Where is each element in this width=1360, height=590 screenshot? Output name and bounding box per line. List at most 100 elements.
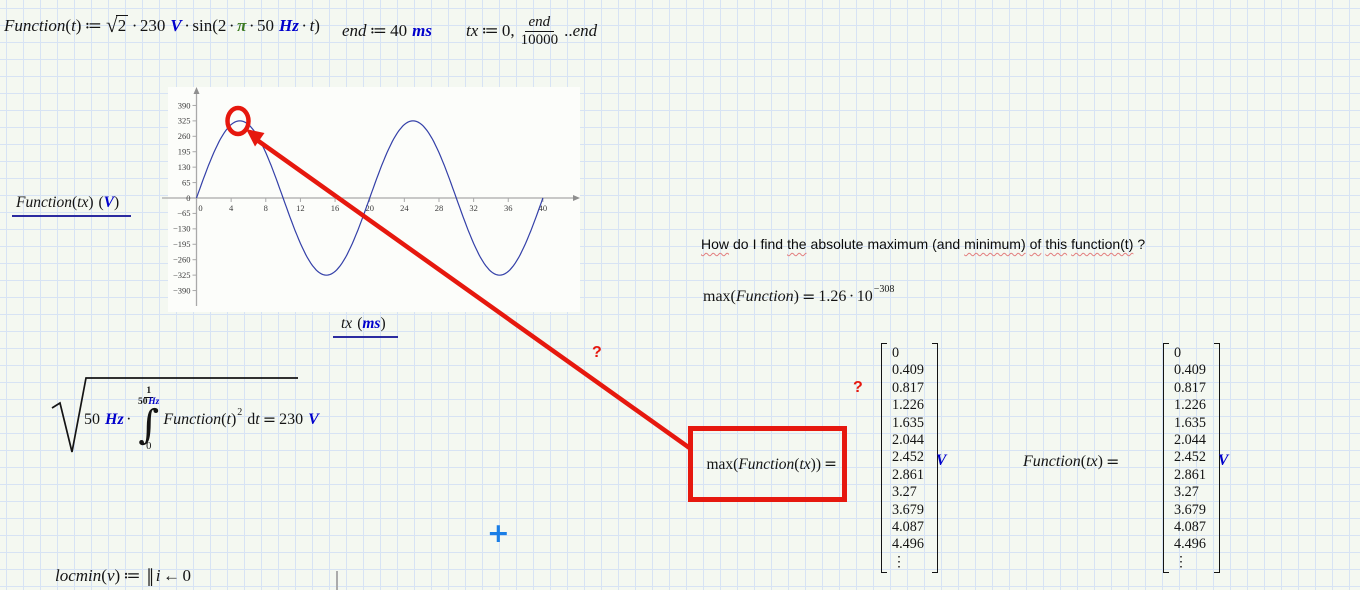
result-matrix-left[interactable]: 0 0.409 0.817 1.226 1.635 2.044 2.452 2.861 3.27… <box>881 343 938 574</box>
unit-token: V <box>103 194 115 211</box>
matrix-cell: ⋮ <box>892 553 907 570</box>
question-word: this <box>1045 236 1068 252</box>
math-token: 230 <box>279 410 304 428</box>
math-token: t <box>309 15 315 35</box>
unit-token: V <box>308 410 319 428</box>
y-tick-label: 130 <box>178 162 191 172</box>
matrix-cell: 4.087 <box>1174 518 1206 535</box>
math-token: ( <box>1080 452 1087 470</box>
matrix-cell: 4.496 <box>892 536 924 553</box>
y-tick-label: 195 <box>178 147 191 157</box>
math-token: max <box>703 287 731 305</box>
equation-range-definition[interactable]: tx ≔ 0, end 10000.. end <box>466 9 597 53</box>
y-tick-label: −65 <box>177 208 190 218</box>
multiply-operator: · <box>248 15 255 35</box>
math-token: d <box>247 410 256 428</box>
question-word: I <box>752 236 757 252</box>
equation-max-vector[interactable]: max(Function(tx)) = <box>706 455 840 474</box>
plot-y-axis-label[interactable]: Function(tx) (V) <box>12 194 132 217</box>
plot-x-axis-label[interactable]: tx (ms) <box>333 315 398 338</box>
matrix-cell: 2.044 <box>892 431 924 448</box>
multiply-operator: · <box>228 15 235 35</box>
question-word: maximum <box>867 236 929 252</box>
radical-icon: √ <box>106 13 118 37</box>
math-token: Function <box>1023 452 1081 470</box>
math-token: tx <box>466 21 479 40</box>
math-token: 1.26 <box>818 287 847 305</box>
math-token: locmin <box>55 566 102 585</box>
question-word: ? <box>1137 236 1146 252</box>
math-token: Function <box>4 15 66 35</box>
equation-max-scalar[interactable]: max(Function) = 1.26 · 10 −308 <box>703 284 894 306</box>
question-word: How <box>701 236 730 252</box>
assign-operator: ≔ <box>481 21 499 41</box>
radical-stroke <box>51 377 298 453</box>
equation-vector-eval[interactable]: Function(tx) = <box>1023 452 1122 471</box>
y-tick-label: −390 <box>173 285 191 295</box>
matrix-bracket-right <box>1213 343 1220 574</box>
matrix-cell: 0.409 <box>1174 362 1206 379</box>
plot-region[interactable]: 390 325 260 195 130 65 0 −65 −130 −195 −260 −325 −39… <box>160 85 585 315</box>
math-token: Function <box>738 455 795 473</box>
multiply-operator: · <box>184 15 190 35</box>
assign-arrow: ← <box>163 566 181 585</box>
question-word: of <box>1029 236 1042 252</box>
math-token: ) <box>815 455 821 473</box>
math-token: ) <box>793 287 799 305</box>
math-token: t <box>255 410 260 428</box>
assign-operator: ≔ <box>369 21 388 41</box>
math-token: 2 <box>217 15 227 35</box>
math-token: 0 <box>182 566 192 585</box>
math-token: ) <box>810 455 816 473</box>
y-tick-label: −130 <box>173 224 191 234</box>
math-token: ) <box>114 566 121 585</box>
math-token: end <box>572 21 598 40</box>
matrix-cell: 2.861 <box>1174 466 1206 483</box>
equation-locmin-definition[interactable]: locmin(v) ≔ ‖ i ← 0 <box>55 566 192 590</box>
math-token: 40 <box>390 21 408 40</box>
integral-upper-limit: 1 50 Hz <box>138 386 159 408</box>
matrix-bracket-right <box>931 343 938 574</box>
math-token: ) <box>1097 452 1103 470</box>
x-tick-label: 32 <box>469 203 478 213</box>
y-tick-label: 325 <box>178 116 191 126</box>
math-token: 230 <box>139 15 166 35</box>
math-token: Function <box>735 287 794 305</box>
matrix-bracket-left <box>1163 343 1169 574</box>
matrix-cell: 0.409 <box>892 362 924 379</box>
equals-operator: = <box>1105 452 1120 471</box>
equation-end-definition[interactable]: end ≔ 40 ms <box>342 21 432 41</box>
math-token: v <box>106 566 115 585</box>
result-matrix-right[interactable]: 0 0.409 0.817 1.226 1.635 2.044 2.452 2.861 3.27… <box>1163 343 1220 574</box>
math-token: ) <box>75 15 82 35</box>
assign-operator: ≔ <box>84 15 103 36</box>
matrix-cell: 2.452 <box>1174 449 1206 466</box>
pi-constant: π <box>237 15 247 35</box>
math-token: end <box>342 21 367 40</box>
integral-lower-limit: 0 <box>146 440 152 452</box>
math-token: ( <box>71 194 78 211</box>
matrix-cell: 0.817 <box>892 379 924 396</box>
math-token: 50 <box>257 15 275 35</box>
equation-rms[interactable]: 50 Hz · 1 50 Hz ∫ 0 Function(t) 2 d t = 230 V <box>84 386 319 452</box>
unit-token: ms <box>412 21 432 40</box>
x-tick-label: 12 <box>296 203 305 213</box>
x-tick-label: 0 <box>198 203 202 213</box>
math-token: ( <box>98 194 104 211</box>
unit-token: Hz <box>279 15 299 35</box>
fraction: end 10000 <box>517 14 563 48</box>
math-token: t <box>226 410 231 428</box>
y-tick-label: −260 <box>173 254 191 264</box>
sqrt-expression: √ 2 <box>106 13 129 37</box>
math-token: ( <box>101 566 107 585</box>
matrix-cell: 1.226 <box>892 397 924 414</box>
assign-operator: ≔ <box>123 566 141 586</box>
equation-function-definition[interactable]: Function(t) ≔ √ 2 · 230 V · sin(2 · π · 50 Hz · t) <box>4 13 320 37</box>
math-token: ( <box>212 15 218 35</box>
multiply-operator: · <box>126 410 132 428</box>
matrix-cell: 4.087 <box>892 518 924 535</box>
math-token: ) <box>380 315 386 332</box>
math-token: ) <box>114 194 120 211</box>
math-token: Function <box>163 410 222 428</box>
